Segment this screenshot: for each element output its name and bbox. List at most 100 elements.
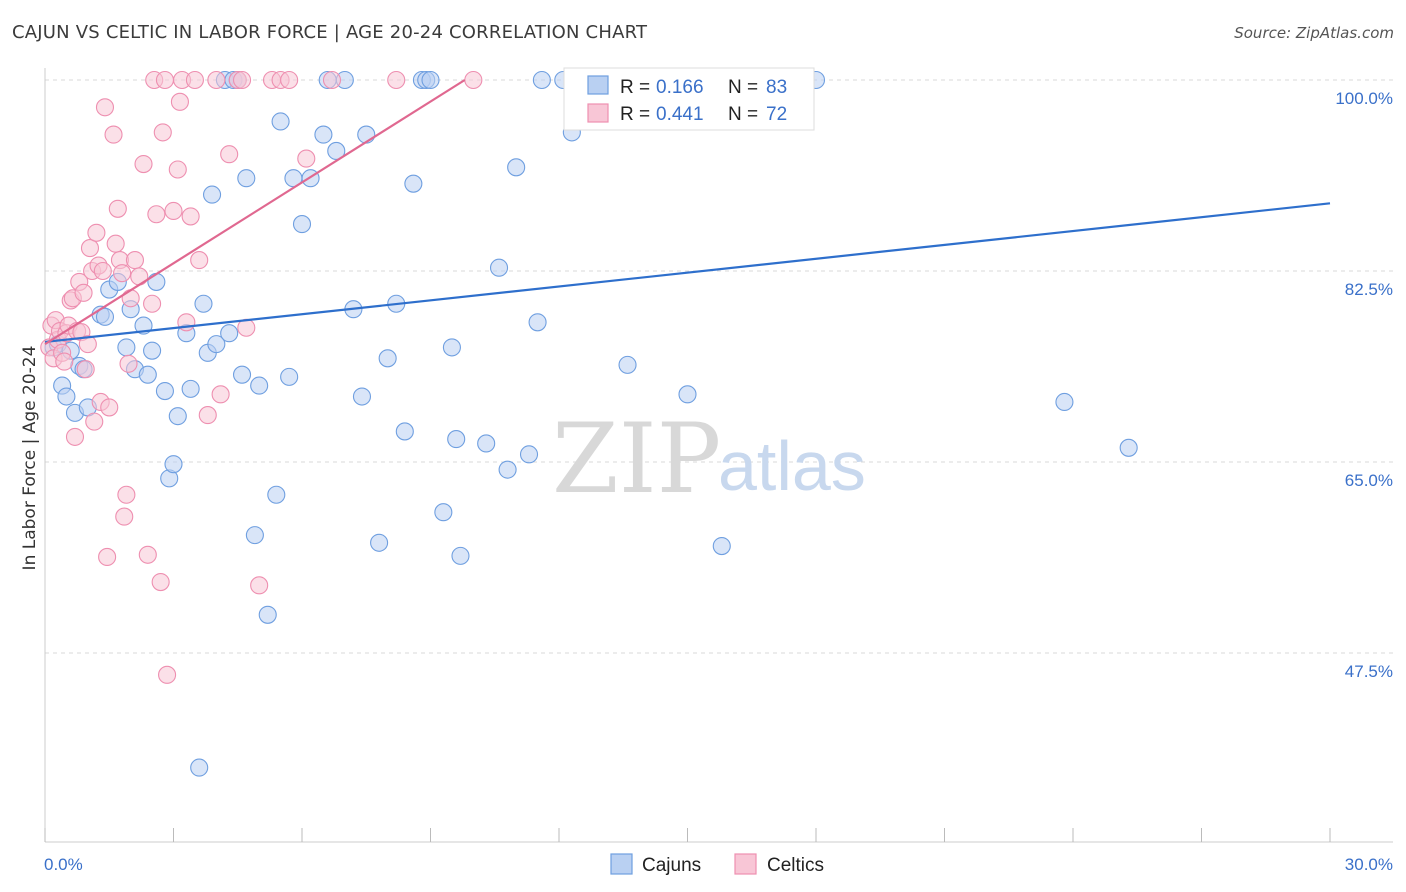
point-cajuns-64 bbox=[442, 338, 461, 357]
point-celtics-42 bbox=[143, 294, 162, 313]
point-celtics-19 bbox=[80, 239, 100, 258]
watermark: ZIP atlas bbox=[552, 403, 866, 515]
point-celtics-17 bbox=[76, 360, 95, 379]
point-celtics-22 bbox=[87, 223, 106, 242]
point-cajuns-52 bbox=[357, 125, 376, 144]
legend-n-label-cajuns: N = bbox=[728, 77, 758, 98]
point-celtics-57 bbox=[198, 406, 217, 425]
point-celtics-45 bbox=[151, 573, 170, 592]
point-cajuns-70 bbox=[528, 313, 547, 332]
point-celtics-59 bbox=[211, 385, 230, 404]
legend-r-celtics: 0.441 bbox=[656, 104, 704, 125]
point-cajuns-26 bbox=[190, 758, 209, 777]
point-cajuns-53 bbox=[370, 533, 389, 552]
watermark-atlas: atlas bbox=[718, 427, 866, 505]
point-celtics-31 bbox=[108, 199, 127, 218]
point-cajuns-57 bbox=[404, 174, 423, 193]
legend-n-celtics: 72 bbox=[766, 104, 787, 125]
point-celtics-40 bbox=[134, 154, 153, 174]
point-celtics-29 bbox=[104, 125, 123, 144]
point-cajuns-37 bbox=[245, 526, 264, 545]
point-celtics-44 bbox=[147, 205, 166, 224]
point-celtics-62 bbox=[232, 70, 252, 90]
point-celtics-46 bbox=[153, 123, 172, 142]
point-celtics-60 bbox=[220, 145, 239, 164]
point-celtics-39 bbox=[130, 267, 149, 286]
point-celtics-50 bbox=[168, 160, 187, 179]
x-tick-max: 30.0% bbox=[1345, 855, 1393, 874]
x-tick-labels: 0.0% 30.0% bbox=[44, 855, 1393, 874]
point-celtics-30 bbox=[106, 234, 125, 253]
point-cajuns-65 bbox=[477, 434, 496, 453]
point-celtics-41 bbox=[138, 545, 157, 564]
point-celtics-56 bbox=[190, 251, 209, 270]
point-cajuns-77 bbox=[678, 385, 697, 404]
point-cajuns-39 bbox=[258, 605, 277, 624]
y-axis-label: In Labor Force | Age 20-24 bbox=[20, 346, 40, 571]
legend-r-label-celtics: R = bbox=[620, 104, 650, 125]
point-cajuns-25 bbox=[181, 379, 200, 398]
point-cajuns-81 bbox=[1055, 392, 1074, 412]
point-cajuns-3 bbox=[57, 387, 76, 406]
point-cajuns-38 bbox=[250, 376, 269, 395]
point-cajuns-10 bbox=[95, 307, 115, 326]
point-cajuns-19 bbox=[147, 272, 166, 291]
point-celtics-25 bbox=[93, 261, 112, 281]
y-tick-labels: 47.5% 65.0% 82.5% 100.0% bbox=[1335, 89, 1393, 681]
point-cajuns-23 bbox=[168, 407, 187, 426]
point-celtics-48 bbox=[158, 665, 177, 684]
bottom-legend-label-cajuns: Cajuns bbox=[642, 855, 701, 876]
x-tick-min: 0.0% bbox=[44, 855, 83, 874]
point-cajuns-68 bbox=[507, 158, 526, 177]
point-celtics-33 bbox=[113, 264, 132, 283]
point-celtics-34 bbox=[115, 507, 134, 526]
point-cajuns-18 bbox=[143, 341, 162, 360]
point-cajuns-54 bbox=[378, 349, 397, 368]
legend-r-cajuns: 0.166 bbox=[656, 77, 704, 98]
point-cajuns-61 bbox=[434, 503, 453, 522]
point-cajuns-42 bbox=[280, 367, 299, 386]
point-celtics-69 bbox=[322, 70, 342, 90]
point-celtics-58 bbox=[207, 70, 226, 90]
legend-r-label-cajuns: R = bbox=[620, 77, 650, 98]
point-cajuns-67 bbox=[498, 460, 517, 479]
y-tick-label: 82.5% bbox=[1345, 280, 1393, 299]
point-cajuns-35 bbox=[232, 365, 252, 384]
point-cajuns-27 bbox=[194, 294, 213, 313]
y-tick-label: 65.0% bbox=[1345, 471, 1393, 490]
point-cajuns-69 bbox=[519, 445, 539, 464]
point-celtics-55 bbox=[185, 70, 204, 90]
legend-n-label-celtics: N = bbox=[728, 104, 758, 125]
bottom-legend-swatch-cajuns bbox=[610, 853, 633, 875]
bottom-legend-label-celtics: Celtics bbox=[767, 855, 824, 876]
trendline-celtics bbox=[44, 79, 466, 346]
bottom-legend: Cajuns Celtics bbox=[610, 853, 824, 876]
point-celtics-64 bbox=[250, 576, 269, 595]
point-celtics-38 bbox=[125, 251, 144, 270]
point-cajuns-17 bbox=[138, 365, 157, 384]
point-cajuns-41 bbox=[271, 112, 290, 131]
point-cajuns-40 bbox=[267, 485, 286, 504]
point-celtics-68 bbox=[297, 149, 316, 168]
point-cajuns-78 bbox=[712, 536, 731, 556]
point-cajuns-63 bbox=[451, 546, 470, 565]
point-celtics-54 bbox=[181, 207, 200, 226]
point-celtics-18 bbox=[78, 335, 97, 354]
point-celtics-36 bbox=[119, 354, 138, 373]
point-celtics-70 bbox=[387, 70, 406, 90]
legend: R = 0.166 N = 83 R = 0.441 N = 72 bbox=[563, 67, 815, 131]
point-celtics-21 bbox=[85, 412, 104, 431]
point-celtics-28 bbox=[100, 398, 119, 417]
point-cajuns-30 bbox=[207, 335, 226, 354]
point-celtics-16 bbox=[74, 283, 93, 302]
legend-swatch-celtics bbox=[587, 103, 609, 123]
trendline-cajuns bbox=[44, 202, 1331, 344]
point-cajuns-46 bbox=[314, 125, 333, 144]
point-cajuns-48 bbox=[327, 141, 346, 160]
point-cajuns-20 bbox=[155, 382, 174, 401]
point-cajuns-56 bbox=[395, 422, 414, 441]
trendlines bbox=[44, 79, 1331, 346]
y-tick-label: 100.0% bbox=[1335, 89, 1393, 108]
point-celtics-47 bbox=[155, 70, 174, 90]
